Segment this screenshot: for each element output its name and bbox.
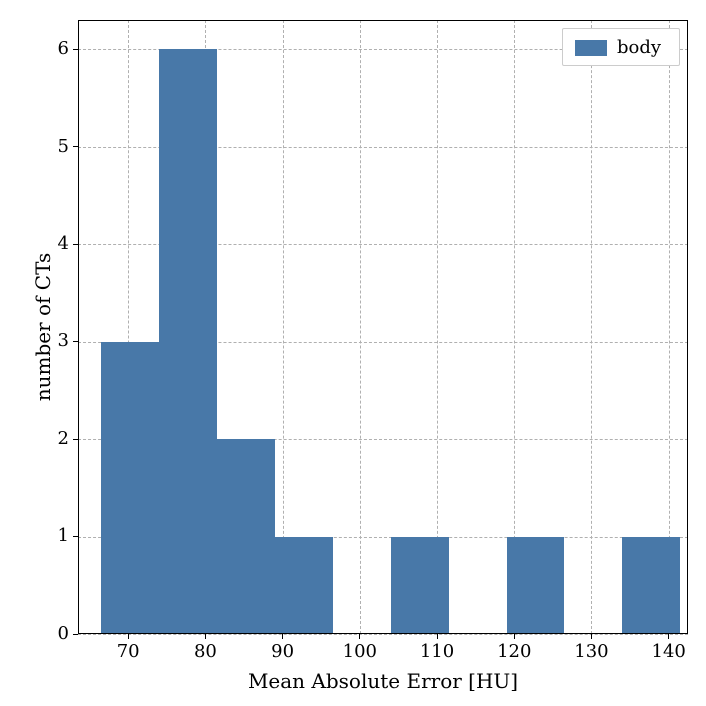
xtick-label: 130 bbox=[571, 641, 611, 662]
ytick-label: 1 bbox=[58, 525, 69, 546]
xtick bbox=[668, 634, 669, 639]
histogram-bar bbox=[101, 342, 159, 634]
spine-right bbox=[687, 20, 688, 634]
ytick-label: 0 bbox=[58, 623, 69, 644]
xtick-label: 110 bbox=[417, 641, 457, 662]
xtick-label: 80 bbox=[185, 641, 225, 662]
xtick bbox=[205, 634, 206, 639]
spine-top bbox=[78, 20, 688, 21]
ytick bbox=[73, 146, 78, 147]
xtick bbox=[128, 634, 129, 639]
ytick-label: 6 bbox=[58, 38, 69, 59]
histogram-figure: 70 80 90 100 110 120 130 140 0 1 2 3 4 5 6 Mean Absolut… bbox=[0, 0, 706, 706]
xtick bbox=[514, 634, 515, 639]
ytick-label: 3 bbox=[58, 330, 69, 351]
ytick-label: 5 bbox=[58, 136, 69, 157]
grid-line-vertical bbox=[591, 20, 592, 634]
histogram-bar bbox=[217, 439, 275, 634]
histogram-bar bbox=[159, 49, 217, 634]
xtick bbox=[437, 634, 438, 639]
histogram-bar bbox=[391, 537, 449, 634]
grid-line-horizontal bbox=[78, 634, 688, 635]
ytick bbox=[73, 439, 78, 440]
ytick bbox=[73, 341, 78, 342]
legend-label: body bbox=[617, 37, 661, 58]
xtick bbox=[359, 634, 360, 639]
xtick-label: 100 bbox=[340, 641, 380, 662]
histogram-bar bbox=[507, 537, 565, 634]
xtick-label: 140 bbox=[649, 641, 689, 662]
xtick-label: 120 bbox=[494, 641, 534, 662]
ytick bbox=[73, 634, 78, 635]
xtick-label: 70 bbox=[108, 641, 148, 662]
xtick-label: 90 bbox=[263, 641, 303, 662]
histogram-bar bbox=[275, 537, 333, 634]
x-axis-label: Mean Absolute Error [HU] bbox=[78, 669, 688, 693]
y-axis-label: number of CTs bbox=[31, 20, 55, 634]
ytick bbox=[73, 49, 78, 50]
histogram-bar bbox=[622, 537, 680, 634]
xtick bbox=[282, 634, 283, 639]
ytick-label: 4 bbox=[58, 233, 69, 254]
spine-left bbox=[78, 20, 79, 634]
legend: body bbox=[562, 28, 680, 66]
grid-line-vertical bbox=[360, 20, 361, 634]
legend-swatch bbox=[575, 40, 607, 56]
xtick bbox=[591, 634, 592, 639]
ytick bbox=[73, 536, 78, 537]
ytick bbox=[73, 244, 78, 245]
ytick-label: 2 bbox=[58, 428, 69, 449]
spine-bottom bbox=[78, 633, 688, 634]
